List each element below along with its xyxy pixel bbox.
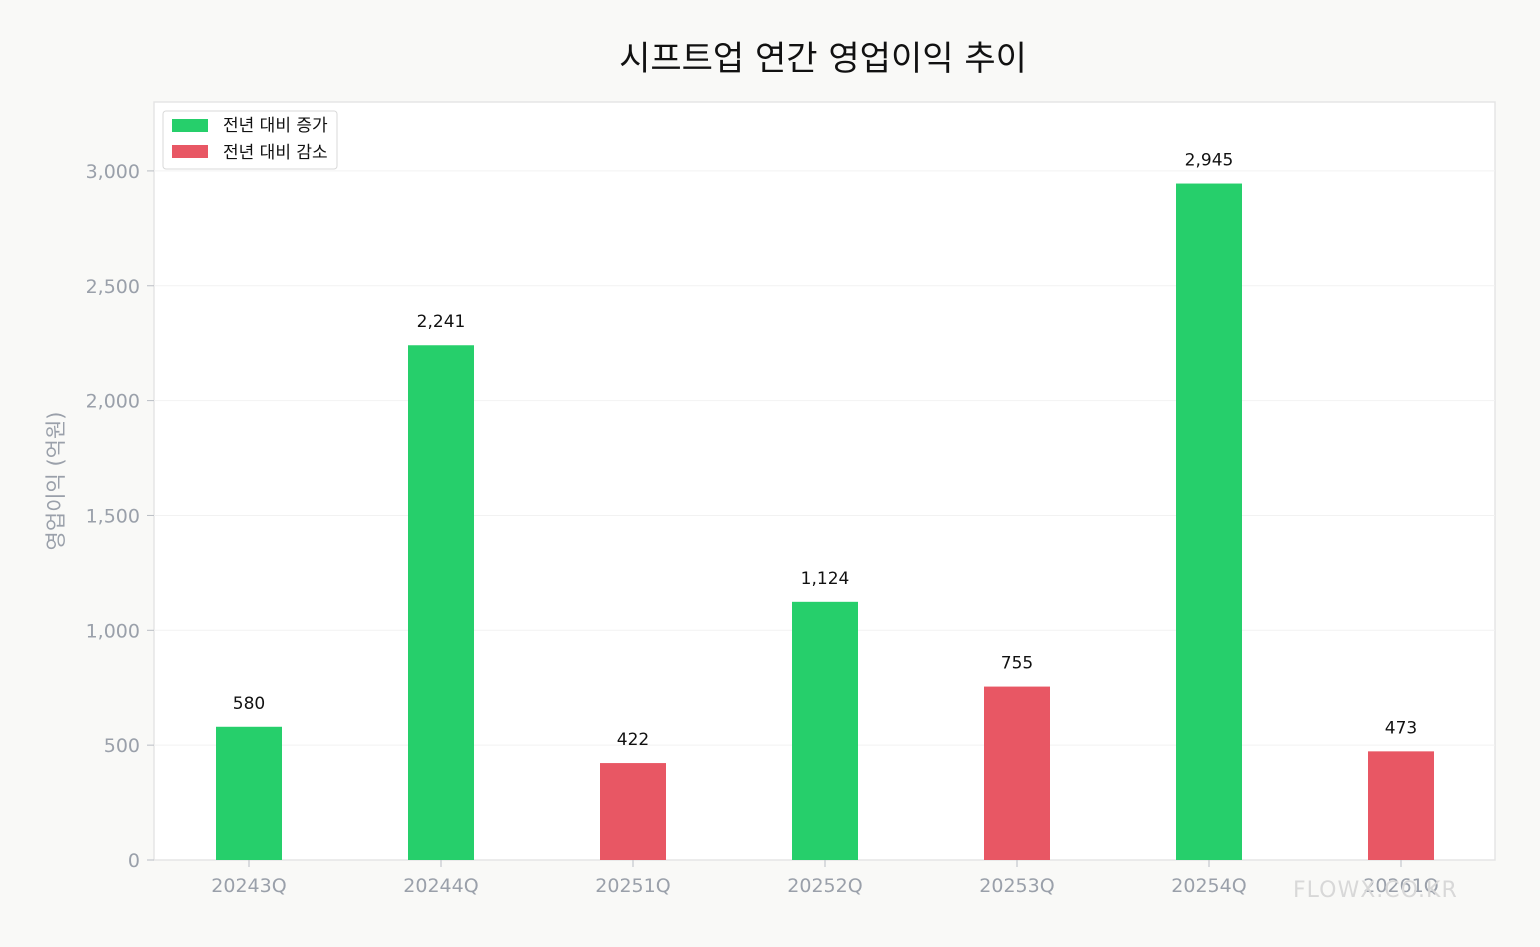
y-axis-label: 영업이익 (억원) xyxy=(44,412,68,551)
bar xyxy=(1176,183,1242,860)
legend: 전년 대비 증가 전년 대비 감소 xyxy=(162,110,338,170)
bar xyxy=(792,601,858,860)
x-axis-ticks: 20243Q 20244Q 20251Q 20252Q 20253Q 20254Q 2026… xyxy=(211,860,1439,897)
x-tick-label: 20254Q xyxy=(1171,875,1246,897)
data-label: 1,124 xyxy=(801,569,850,589)
bar xyxy=(408,345,474,860)
bar xyxy=(984,686,1050,860)
x-tick-label: 20252Q xyxy=(787,875,862,897)
y-tick-label: 2,500 xyxy=(86,276,140,298)
data-label: 755 xyxy=(1001,654,1033,674)
x-tick-label: 20251Q xyxy=(595,875,670,897)
data-label: 2,945 xyxy=(1185,151,1234,171)
y-tick-label: 500 xyxy=(104,735,140,757)
y-tick-label: 2,000 xyxy=(86,391,140,413)
y-tick-label: 3,000 xyxy=(86,161,140,183)
y-axis-ticks: 0 500 1,000 1,500 2,000 2,500 3,000 xyxy=(86,161,154,872)
legend-swatch-decrease xyxy=(172,145,208,158)
grid-lines xyxy=(154,170,1495,746)
chart-title: 시프트업 연간 영업이익 추이 xyxy=(619,39,1027,79)
legend-label-decrease: 전년 대비 감소 xyxy=(223,143,328,163)
bar xyxy=(216,726,282,860)
bars xyxy=(216,183,1434,860)
data-label: 473 xyxy=(1385,718,1417,738)
y-tick-label: 1,500 xyxy=(86,505,140,527)
x-tick-label: 20244Q xyxy=(403,875,478,897)
bar xyxy=(1368,751,1434,860)
x-tick-label: 20253Q xyxy=(979,875,1054,897)
data-label: 2,241 xyxy=(417,312,466,332)
y-tick-label: 0 xyxy=(128,850,140,872)
legend-label-increase: 전년 대비 증가 xyxy=(223,116,328,136)
y-tick-label: 1,000 xyxy=(86,620,140,642)
data-label: 580 xyxy=(233,694,265,714)
legend-swatch-increase xyxy=(172,119,208,132)
data-labels: 580 2,241 422 1,124 755 2,945 473 xyxy=(233,151,1417,751)
bar xyxy=(600,763,666,860)
data-label: 422 xyxy=(617,730,649,750)
x-tick-label: 20261Q xyxy=(1363,875,1438,897)
watermark: FLOWX.CO.KR xyxy=(1293,878,1458,903)
x-tick-label: 20243Q xyxy=(211,875,286,897)
